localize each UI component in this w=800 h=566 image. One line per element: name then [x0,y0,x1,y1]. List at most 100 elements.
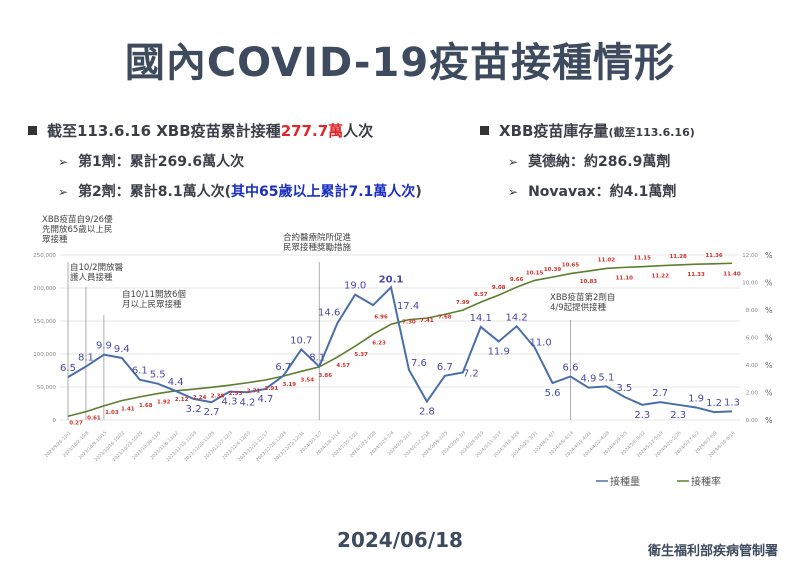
doses-data-label: 4.4 [168,377,184,388]
doses-data-label: 9.4 [114,344,130,355]
novavax-text: Novavax：約4.1萬劑 [528,184,677,200]
square-bullet-icon [28,126,37,135]
arrow-bullet-icon: ➢ [58,155,69,169]
rate-data-label: 1.03 [105,410,119,416]
y-right-unit: % [765,389,773,398]
rate-data-label: 11.15 [634,256,652,262]
doses-data-label: 6.6 [563,362,579,373]
rate-data-label: 11.33 [687,272,705,278]
rate-data-label: 11.40 [723,271,741,277]
doses-data-label: 4.2 [240,397,256,408]
rate-data-label: 1.68 [139,403,153,409]
doses-data-label: 1.2 [706,398,722,409]
doses-data-label: 19.0 [344,281,366,292]
doses-data-label: 11.0 [529,337,551,348]
doses-data-label: 5.5 [150,370,166,381]
doses-data-label: 6.5 [60,363,76,374]
doses-data-label: 7.2 [463,368,479,379]
annotation-text: XBB疫苗自9/26優 [42,214,113,225]
y-right-tick-label: 8.00 [746,308,759,314]
rate-data-label: 10.65 [562,263,580,269]
rate-data-label: 11.02 [598,257,616,263]
doses-data-label: 3.2 [186,404,202,415]
rate-data-label: 7.99 [456,300,470,306]
rate-data-label: 2.91 [265,386,279,392]
doses-data-label: 8.1 [309,353,325,364]
rate-data-label: 9.08 [492,285,506,291]
doses-data-label: 14.2 [506,312,528,323]
summary-main-prefix: 截至113.6.16 XBB疫苗累計接種 [47,122,281,140]
doses-data-label: 10.7 [290,335,312,346]
summary-main: 截至113.6.16 XBB疫苗累計接種277.7萬人次 [28,120,373,141]
x-tick-label: 2023/12/18-12/24 [255,430,288,463]
doses-data-label: 2.8 [419,407,435,418]
doses-data-label: 2.3 [670,410,686,421]
y-right-unit: % [765,279,773,288]
y-right-tick-label: 12.00 [742,253,758,259]
doses-data-label: 4.7 [257,394,273,405]
rate-data-label: 0.27 [69,420,83,426]
y-left-tick-label: 150,000 [33,319,56,325]
moderna-text: 莫德納：約286.9萬劑 [528,154,671,170]
doses-data-label: 1.3 [724,397,740,408]
rate-data-label: 6.96 [374,314,388,320]
rate-line [67,262,733,418]
doses-data-label: 6.7 [437,362,453,373]
y-right-tick-label: 2.00 [746,391,759,397]
y-left-tick-label: 250,000 [33,253,56,259]
stock-moderna: ➢ 莫德納：約286.9萬劑 [508,151,670,171]
rate-data-label: 11.36 [705,253,723,259]
doses-data-label: 9.9 [96,341,112,352]
annotation-text: 自10/11開放6個 [122,289,186,300]
rate-data-label: 8.57 [474,292,488,298]
source-agency: 衛生福利部疾病管制署 [647,544,778,559]
doses-data-label: 17.4 [397,301,419,312]
doses-data-label: 2.3 [634,410,650,421]
annotation-text: 合約醫療院所促進 [283,232,352,243]
rate-data-label: 2.24 [193,395,207,401]
annotation-text: 自10/2開放醫 [70,262,124,273]
doses-data-label: 8.1 [78,353,94,364]
annotation-text: XBB疫苗第2劑自 [550,292,615,303]
doses-data-label: 2.7 [652,388,668,399]
doses-data-label: 14.6 [318,308,340,319]
report-date: 2024/06/18 [337,528,463,552]
rate-data-label: 11.10 [616,275,634,281]
annotation-text: 民眾接種獎勵措施 [283,242,352,253]
dose2-highlight: 其中65歲以上累計7.1萬人次 [231,184,416,200]
summary-main-suffix: 人次 [343,122,374,140]
rate-data-label: 3.86 [318,373,332,379]
y-left-tick-label: 200,000 [33,286,56,292]
y-left-tick-label: 100,000 [33,352,56,358]
doses-data-label: 20.1 [379,274,404,285]
rate-data-label: 2.12 [175,397,189,403]
y-right-unit: % [765,334,773,343]
x-tick-label: 2023/10/16-10/22 [93,430,126,463]
doses-data-label: 6.7 [275,362,291,373]
rate-data-label: 10.83 [580,279,598,285]
doses-data-label: 5.1 [598,372,614,383]
stock-heading: XBB疫苗庫存量(截至113.6.16) [480,120,695,141]
rate-data-label: 6.23 [372,340,386,346]
square-bullet-icon [480,126,489,135]
arrow-bullet-icon: ➢ [58,185,69,199]
rate-data-label: 11.28 [669,254,687,260]
doses-data-label: 5.6 [545,388,561,399]
rate-data-label: 10.15 [526,270,544,276]
y-right-unit: % [765,251,773,260]
summary-dose1: ➢ 第1劑：累計269.6萬人次 [58,151,244,171]
y-right-tick-label: 10.00 [742,281,758,287]
doses-data-label: 3.5 [616,383,632,394]
rate-data-label: 10.39 [544,267,562,273]
rate-data-label: 4.57 [336,363,350,369]
doses-data-label: 4.3 [222,397,238,408]
rate-data-label: 0.61 [87,416,101,422]
dose1-text: 第1劑：累計269.6萬人次 [78,154,245,170]
stock-heading-text: XBB疫苗庫存量 [499,122,609,140]
arrow-bullet-icon: ➢ [508,155,519,169]
doses-line [67,285,733,414]
stock-heading-note: (截至113.6.16) [608,126,695,139]
summary-dose2: ➢ 第2劑：累計8.1萬人次(其中65歲以上累計7.1萬人次) [58,181,422,201]
legend-rate-label: 接種率 [691,475,721,488]
